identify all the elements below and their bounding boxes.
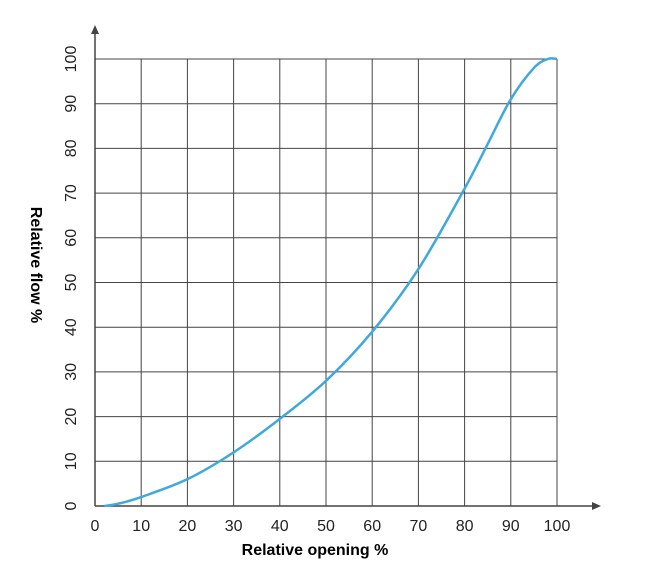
y-tick-label: 40 — [63, 318, 80, 336]
x-tick-label: 60 — [363, 518, 381, 535]
flow-line — [104, 57, 558, 508]
y-tick-label: 80 — [63, 139, 80, 157]
x-tick-label: 40 — [271, 518, 289, 535]
x-tick-label: 50 — [317, 518, 335, 535]
y-axis-arrow — [91, 25, 99, 34]
y-tick-label: 50 — [63, 274, 80, 292]
y-tick-label: 100 — [63, 46, 80, 73]
x-tick-label: 80 — [456, 518, 474, 535]
x-axis-title: Relative opening % — [242, 542, 389, 559]
y-axis-title: Relative flow % — [27, 207, 44, 323]
y-tick-label: 90 — [63, 95, 80, 113]
y-tick-label: 70 — [63, 184, 80, 202]
y-tick-label: 30 — [63, 363, 80, 381]
x-tick-label: 0 — [91, 518, 100, 535]
y-tick-label: 0 — [63, 501, 80, 510]
x-tick-label: 20 — [179, 518, 197, 535]
y-tick-label: 20 — [63, 408, 80, 426]
x-tick-label: 100 — [544, 518, 571, 535]
x-tick-label: 70 — [410, 518, 428, 535]
x-tick-label: 30 — [225, 518, 243, 535]
x-tick-label: 90 — [502, 518, 520, 535]
y-tick-label: 10 — [63, 452, 80, 470]
y-tick-label: 60 — [63, 229, 80, 247]
x-axis-arrow — [592, 502, 601, 510]
x-tick-label: 10 — [132, 518, 150, 535]
